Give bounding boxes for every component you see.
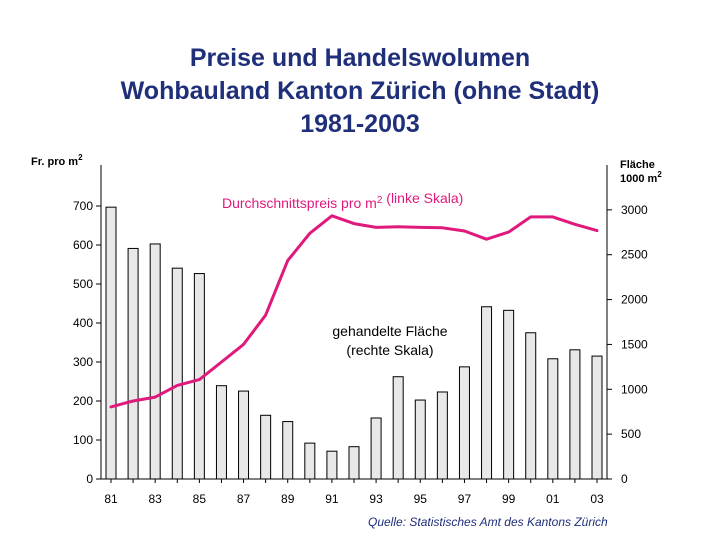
right-tick-label-1000: 1000 [621,382,648,396]
chart-title: Preise und Handelswolumen Wohbauland Kan… [0,42,720,141]
right-axis-title-line-1: Fläche [620,159,655,171]
x-tick-label-87: 87 [237,492,251,506]
left-tick-label-400: 400 [73,316,93,330]
left-tick-label-200: 200 [73,394,93,408]
right-tick-label-2000: 2000 [621,293,648,307]
left-tick-label-0: 0 [86,472,93,486]
right-tick-label-3000: 3000 [621,203,648,217]
x-tick-label-03: 03 [590,492,604,506]
x-tick-label-83: 83 [149,492,163,506]
bar-2001 [547,358,559,480]
price-line [109,214,599,409]
bar-1990 [304,442,316,480]
chart-title-line-3: 1981-2003 [300,110,420,138]
bar-1999 [503,309,515,480]
bar-1987 [238,390,250,480]
bar-1989 [282,421,294,480]
bar-1983 [149,243,161,480]
x-tick-label-99: 99 [502,492,516,506]
bar-1998 [481,306,493,480]
x-tick-label-97: 97 [458,492,472,506]
right-tick-label-500: 500 [621,427,641,441]
right-tick-label-2500: 2500 [621,248,648,262]
bar-1991 [326,450,338,480]
left-tick-label-600: 600 [73,238,93,252]
x-tick-label-91: 91 [325,492,339,506]
area-series-label-line-2: (rechte Skala) [346,342,433,358]
bar-1994 [392,376,404,480]
bar-2000 [525,332,537,480]
right-axis-title-line-2: 1000 m2 [620,170,662,185]
bar-1988 [260,414,272,480]
bar-1996 [436,391,448,480]
left-tick-label-700: 700 [73,199,93,213]
x-tick-label-85: 85 [193,492,207,506]
chart-title-line-2: Wohbauland Kanton Zürich (ohne Stadt) [120,77,600,105]
bar-1995 [414,399,426,480]
left-axis-title: Fr. pro m2 [31,153,83,168]
bar-1992 [348,446,360,480]
x-tick-label-89: 89 [281,492,295,506]
bar-2002 [569,349,581,480]
bar-1982 [127,247,139,480]
x-tick-label-81: 81 [104,492,118,506]
x-tick-label-01: 01 [546,492,560,506]
chart-title-line-1: Preise und Handelswolumen [189,44,531,72]
left-tick-label-500: 500 [73,277,93,291]
bar-1981 [105,206,117,480]
area-series-label-line-1: gehandelte Fläche [332,323,447,339]
bar-1993 [370,417,382,480]
x-tick-label-95: 95 [414,492,428,506]
bar-1997 [458,366,470,480]
price-series-label: Durchschnittspreis pro m2 (linke Skala) [222,190,463,211]
bar-1984 [171,267,183,480]
x-tick-label-93: 93 [369,492,383,506]
bar-2003 [591,355,603,480]
left-tick-label-300: 300 [73,355,93,369]
right-tick-label-1500: 1500 [621,337,648,351]
bar-1986 [215,385,227,480]
source-note: Quelle: Statistisches Amt des Kantons Zü… [368,515,608,529]
right-tick-label-0: 0 [621,472,628,486]
left-tick-label-100: 100 [73,433,93,447]
